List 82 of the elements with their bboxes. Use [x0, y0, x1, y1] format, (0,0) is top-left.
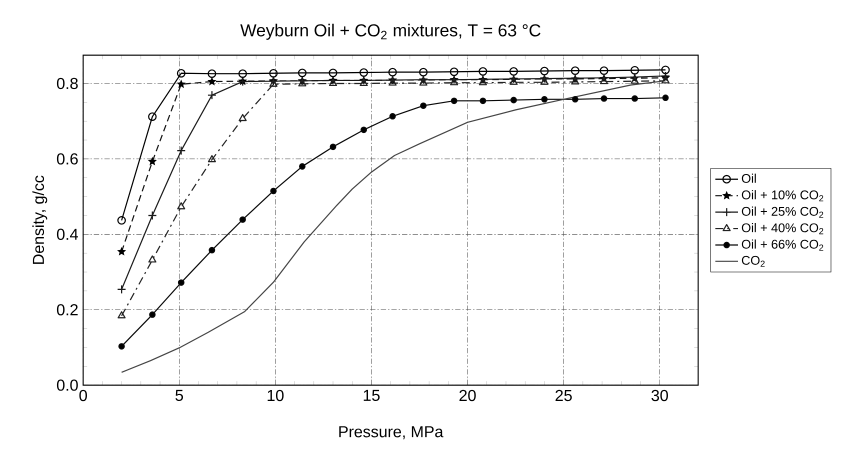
point [450, 98, 458, 104]
point [270, 188, 277, 194]
point [208, 246, 216, 254]
point [540, 78, 548, 85]
x-tick-label: 15 [364, 390, 380, 401]
legend-label: Oil [742, 174, 756, 183]
point [510, 96, 517, 104]
point [570, 66, 580, 75]
point [178, 279, 184, 286]
point [238, 69, 248, 78]
y-axis-title: Density, g/cc [32, 176, 48, 264]
point [661, 66, 670, 74]
y-tick-label: 0.2 [56, 304, 78, 316]
point [600, 95, 608, 102]
point [359, 68, 368, 77]
point [238, 114, 247, 122]
point [149, 311, 156, 318]
point [632, 95, 638, 102]
x-tick-label: 20 [459, 390, 476, 402]
point [630, 76, 639, 84]
x-tick-label: 0 [79, 390, 87, 402]
point [176, 146, 186, 156]
point [269, 80, 278, 87]
y-tick-label: 0.4 [56, 228, 78, 240]
point [118, 343, 125, 350]
point [117, 284, 126, 294]
point [298, 68, 307, 78]
point [571, 77, 580, 85]
legend-label: Oil + 66% CO$_{2}$ [742, 239, 824, 251]
point [600, 66, 608, 75]
chart-title: Weyburn Oil + CO$_{2}$ mixtures, T = 63 °C [240, 24, 540, 40]
point [388, 78, 397, 86]
point [298, 79, 306, 86]
y-tick-label: 0.6 [56, 153, 78, 165]
point [207, 90, 217, 100]
point [480, 98, 486, 104]
point [148, 112, 157, 121]
point [541, 96, 548, 103]
point [419, 78, 428, 86]
point [176, 68, 186, 78]
point [572, 96, 578, 103]
point [328, 68, 338, 78]
point [661, 76, 670, 84]
point [478, 78, 487, 86]
point [299, 163, 306, 170]
point [419, 68, 428, 76]
point [330, 144, 336, 150]
x-tick-label: 25 [556, 390, 572, 402]
point [600, 77, 608, 84]
point [239, 216, 246, 223]
legend-label: CO$_{2}$ [742, 256, 765, 267]
point [450, 78, 458, 86]
point [360, 78, 368, 86]
point [630, 66, 640, 75]
point [509, 67, 518, 76]
point [148, 210, 157, 220]
point [540, 66, 549, 76]
x-axis-title: Pressure, MPa [339, 426, 444, 440]
legend-label: Oil + 10% CO$_{2}$ [742, 190, 824, 202]
point [388, 68, 397, 76]
point [208, 69, 216, 78]
x-tick-label: 5 [175, 390, 184, 401]
x-tick-label: 30 [651, 390, 668, 402]
point [269, 68, 278, 78]
point [117, 216, 126, 225]
legend-label: Oil + 40% CO$_{2}$ [742, 223, 824, 234]
point [328, 78, 338, 86]
point [450, 67, 458, 76]
x-tick-label: 10 [268, 390, 284, 402]
y-tick-label: 0.0 [56, 380, 78, 391]
point [420, 102, 427, 109]
point [510, 78, 518, 85]
point [177, 202, 186, 210]
point [118, 311, 126, 318]
point [478, 67, 488, 76]
point [662, 94, 669, 102]
point [208, 155, 216, 162]
point [389, 113, 396, 120]
y-tick-label: 0.8 [56, 78, 78, 90]
point [360, 126, 368, 134]
legend-label: Oil + 25% CO$_{2}$ [742, 206, 824, 218]
point [148, 255, 156, 263]
